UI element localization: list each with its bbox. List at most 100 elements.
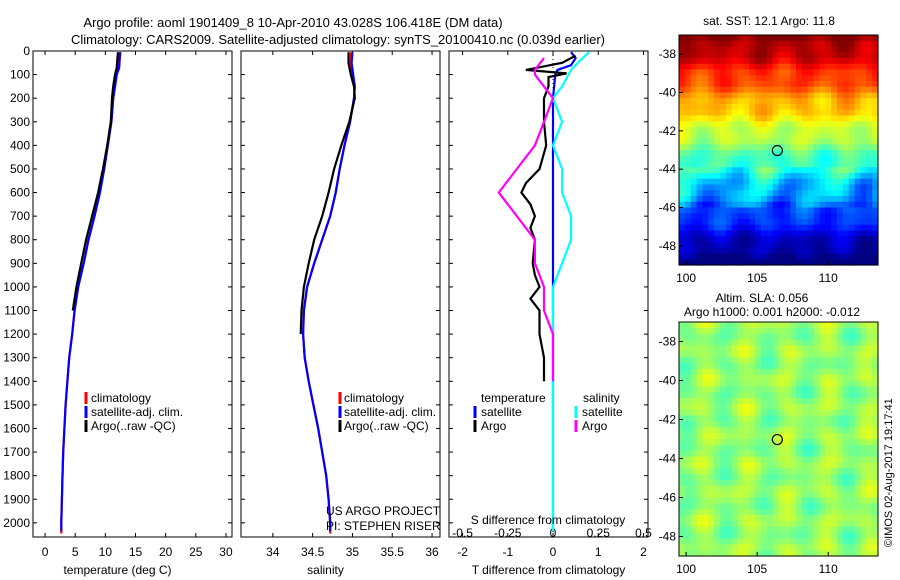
- heatmap-cell: [766, 104, 774, 111]
- heatmap-cell: [749, 550, 756, 557]
- heatmap-cell: [690, 121, 698, 128]
- heatmap-cell: [714, 544, 721, 551]
- heatmap-cell: [813, 503, 821, 510]
- heatmap-cell: [866, 132, 873, 140]
- heatmap-cell: [790, 380, 797, 387]
- heatmap-cell: [760, 462, 768, 469]
- heatmap-cell: [837, 339, 844, 346]
- heatmap-cell: [766, 253, 774, 260]
- heatmap-cell: [854, 224, 862, 232]
- heatmap-cell: [772, 526, 780, 534]
- heatmap-cell: [848, 219, 856, 226]
- heatmap-cell: [731, 132, 739, 140]
- heatmap-cell: [725, 190, 733, 197]
- heatmap-cell: [784, 81, 791, 88]
- heatmap-cell: [684, 509, 692, 516]
- heatmap-cell: [807, 167, 815, 174]
- heatmap-cell: [708, 236, 715, 243]
- heatmap-cell: [831, 132, 838, 140]
- heatmap-cell: [831, 322, 838, 329]
- heatmap-cell: [714, 497, 721, 504]
- heatmap-cell: [872, 526, 879, 534]
- heatmap-cell: [731, 491, 739, 499]
- heatmap-cell: [860, 69, 867, 76]
- heatmap-cell: [831, 219, 838, 226]
- heatmap-cell: [872, 127, 879, 134]
- heatmap-cell: [679, 178, 686, 186]
- heatmap-cell: [743, 213, 750, 220]
- y-tick-label: -46: [659, 201, 677, 215]
- heatmap-cell: [766, 58, 774, 65]
- heatmap-cell: [679, 98, 686, 105]
- heatmap-cell: [708, 497, 715, 504]
- heatmap-cell: [831, 98, 838, 105]
- heatmap-cell: [813, 247, 821, 255]
- heatmap-cell: [749, 538, 756, 545]
- heatmap-cell: [772, 167, 780, 174]
- heatmap-cell: [725, 46, 733, 53]
- x-axis-label: T difference from climatology: [472, 563, 626, 577]
- heatmap-cell: [790, 121, 797, 128]
- heatmap-cell: [790, 155, 797, 163]
- heatmap-cell: [737, 468, 744, 475]
- heatmap-cell: [854, 75, 862, 82]
- heatmap-cell: [755, 474, 762, 481]
- heatmap-cell: [860, 196, 867, 203]
- heatmap-cell: [755, 427, 762, 434]
- heatmap-cell: [702, 351, 709, 358]
- heatmap-cell: [755, 144, 762, 151]
- heatmap-cell: [784, 69, 791, 76]
- heatmap-cell: [737, 150, 744, 157]
- heatmap-cell: [825, 63, 832, 71]
- heatmap-cell: [714, 403, 721, 411]
- heatmap-cell: [749, 450, 756, 458]
- heatmap-cell: [854, 104, 862, 111]
- heatmap-cell: [801, 213, 809, 220]
- heatmap-cell: [679, 253, 686, 260]
- heatmap-cell: [743, 127, 750, 134]
- heatmap-cell: [872, 497, 879, 504]
- heatmap-cell: [778, 403, 785, 411]
- heatmap-cell: [714, 173, 721, 180]
- heatmap-cell: [766, 474, 774, 481]
- heatmap-cell: [714, 58, 721, 65]
- heatmap-cell: [696, 503, 704, 510]
- heatmap-cell: [784, 92, 791, 99]
- heatmap-cell: [842, 242, 850, 249]
- heatmap-cell: [872, 230, 879, 237]
- heatmap-cell: [696, 201, 704, 209]
- heatmap-cell: [702, 345, 709, 352]
- heatmap-cell: [872, 374, 879, 382]
- heatmap-cell: [796, 538, 803, 545]
- heatmap-cell: [831, 456, 838, 463]
- heatmap-cell: [684, 550, 692, 557]
- heatmap-cell: [819, 468, 826, 475]
- heatmap-cell: [702, 485, 709, 493]
- heatmap-cell: [831, 253, 838, 260]
- heatmap-cell: [725, 109, 733, 117]
- heatmap-cell: [684, 86, 692, 94]
- heatmap-cell: [766, 339, 774, 346]
- heatmap-cell: [679, 150, 686, 157]
- heatmap-cell: [725, 150, 733, 157]
- heatmap-cell: [866, 104, 873, 111]
- heatmap-cell: [684, 322, 692, 329]
- heatmap-cell: [690, 58, 698, 65]
- heatmap-cell: [784, 532, 791, 540]
- heatmap-cell: [760, 207, 768, 214]
- heatmap-cell: [737, 81, 744, 88]
- heatmap-cell: [737, 433, 744, 440]
- heatmap-cell: [801, 196, 809, 203]
- heatmap-cell: [772, 69, 780, 76]
- heatmap-cell: [837, 127, 844, 134]
- heatmap-cell: [679, 213, 686, 220]
- heatmap-cell: [837, 503, 844, 510]
- heatmap-cell: [749, 236, 756, 243]
- heatmap-cell: [743, 550, 750, 557]
- heatmap-cell: [801, 351, 809, 358]
- heatmap-cell: [872, 138, 879, 145]
- heatmap-cell: [708, 138, 715, 145]
- heatmap-cell: [731, 515, 739, 522]
- heatmap-cell: [743, 253, 750, 260]
- heatmap-cell: [807, 230, 815, 237]
